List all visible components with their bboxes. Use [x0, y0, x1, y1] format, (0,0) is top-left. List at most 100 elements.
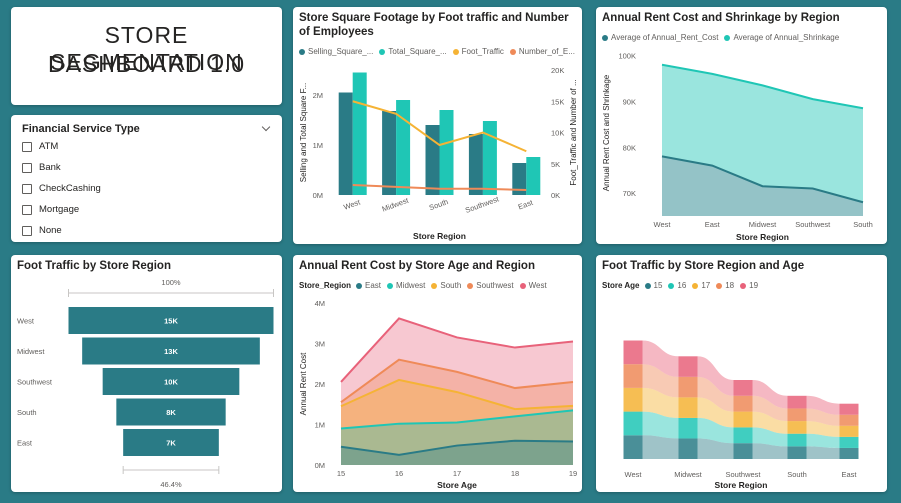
- funnel-card: Foot Traffic by Store Region 100% 15K West…: [11, 255, 282, 492]
- bar-total-sqft: [483, 121, 497, 195]
- x-tick-label: South: [428, 197, 450, 212]
- slicer-option-label: Mortgage: [39, 204, 79, 215]
- slicer-title: Financial Service Type: [22, 123, 140, 135]
- bar-selling-sqft: [339, 93, 353, 196]
- x-tick-label: 17: [453, 469, 461, 478]
- slicer-option-atm[interactable]: ATM: [22, 136, 282, 157]
- x-tick-label: East: [841, 470, 857, 479]
- y-tick-label: 3M: [315, 340, 325, 349]
- y-tick-label: 100K: [618, 52, 636, 61]
- ribbon-segment: [734, 380, 753, 396]
- slicer-option-checkcashing[interactable]: CheckCashing: [22, 178, 282, 199]
- age-region-card: Annual Rent Cost by Store Age and Region…: [293, 255, 582, 492]
- ribbon-segment: [624, 388, 643, 412]
- funnel-value-label: 15K: [164, 317, 178, 326]
- y2-tick-label: 0K: [551, 191, 560, 200]
- y2-tick-label: 15K: [551, 97, 564, 106]
- checkbox[interactable]: [22, 163, 32, 173]
- y2-tick-label: 5K: [551, 160, 560, 169]
- funnel-bottom-percent: 46.4%: [160, 480, 182, 489]
- ribbon-segment: [679, 418, 698, 439]
- ribbon-segment: [734, 427, 753, 443]
- funnel-top-percent: 100%: [161, 278, 181, 287]
- ribbon-chart: West Midwest Southwest South EastStore Regio…: [596, 255, 887, 492]
- funnel-category-label: Southwest: [17, 378, 53, 387]
- y-tick-label: 70K: [623, 189, 636, 198]
- x-tick-label: East: [705, 220, 721, 229]
- y-tick-label: 90K: [623, 97, 636, 106]
- x-tick-label: South: [853, 220, 873, 229]
- funnel-category-label: Midwest: [17, 347, 45, 356]
- ribbon-segment: [788, 408, 807, 421]
- checkbox[interactable]: [22, 184, 32, 194]
- slicer-option-mortgage[interactable]: Mortgage: [22, 199, 282, 220]
- funnel-category-label: South: [17, 408, 37, 417]
- ribbon-segment: [679, 356, 698, 377]
- ribbon-segment: [788, 434, 807, 447]
- funnel-value-label: 8K: [166, 408, 176, 417]
- ribbon-segment: [734, 443, 753, 459]
- x-tick-label: Southwest: [795, 220, 831, 229]
- x-tick-label: 18: [511, 469, 519, 478]
- ribbon-segment: [734, 412, 753, 428]
- y-tick-label: 2M: [315, 380, 325, 389]
- age-region-chart: 0M 1M 2M 3M 4M 15 16 17 18 19 Store Age Annual Rent…: [293, 255, 582, 492]
- x-tick-label: Midwest: [381, 195, 411, 213]
- slicer-option-none[interactable]: None: [22, 220, 282, 241]
- bar-selling-sqft: [469, 134, 483, 195]
- y-tick-label: 0M: [313, 191, 323, 200]
- title-card: STORE SEGMENTATION DASHBOARD 1.0: [11, 7, 282, 105]
- x-tick-label: East: [517, 198, 535, 212]
- slicer-options: ATM Bank CheckCashing Mortgage None: [11, 136, 282, 241]
- checkbox[interactable]: [22, 142, 32, 152]
- x-tick-label: Midwest: [674, 470, 702, 479]
- checkbox[interactable]: [22, 205, 32, 215]
- x-axis-title: Store Age: [437, 480, 477, 490]
- combo-chart: 0M1M2M0K5K10K15K20KWest Midwest South South…: [293, 7, 582, 244]
- funnel-chart: 100% 15K West 13K Midwest 10K Southwest 8K South…: [11, 255, 282, 492]
- x-tick-label: 15: [337, 469, 345, 478]
- y-axis-title: Selling and Total Square F...: [299, 83, 308, 182]
- x-tick-label: West: [654, 220, 672, 229]
- ribbon-segment: [624, 412, 643, 436]
- slicer-option-label: ATM: [39, 141, 58, 152]
- chevron-down-icon[interactable]: [262, 123, 270, 131]
- bar-total-sqft: [440, 110, 454, 195]
- combo-chart-card: Store Square Footage by Foot traffic and…: [293, 7, 582, 244]
- y-tick-label: 4M: [315, 299, 325, 308]
- y-tick-label: 0M: [315, 461, 325, 470]
- y-tick-label: 1M: [313, 141, 323, 150]
- y2-axis-title: Foot_Traffic and Number of ...: [569, 79, 578, 185]
- y-tick-label: 2M: [313, 91, 323, 100]
- x-tick-label: Southwest: [464, 194, 501, 215]
- bar-total-sqft: [353, 73, 367, 196]
- ribbon-segment: [840, 404, 859, 415]
- slicer-option-label: CheckCashing: [39, 183, 101, 194]
- funnel-category-label: West: [17, 317, 35, 326]
- ribbon-segment: [788, 396, 807, 409]
- slicer-option-label: None: [39, 225, 62, 236]
- checkbox[interactable]: [22, 226, 32, 236]
- slicer-option-bank[interactable]: Bank: [22, 157, 282, 178]
- funnel-value-label: 10K: [164, 378, 178, 387]
- dashboard-title-line2: DASHBOARD 1.0: [11, 51, 282, 78]
- y-axis-title: Annual Rent Cost: [299, 352, 308, 415]
- rent-shrinkage-card: Annual Rent Cost and Shrinkage by Region…: [596, 7, 887, 244]
- ribbon-segment: [679, 397, 698, 418]
- ribbon-band: [643, 435, 679, 459]
- funnel-value-label: 7K: [166, 439, 176, 448]
- ribbon-segment: [624, 341, 643, 365]
- x-axis-title: Store Region: [736, 232, 789, 242]
- ribbon-segment: [624, 364, 643, 388]
- ribbon-segment: [840, 437, 859, 448]
- x-tick-label: 19: [569, 469, 577, 478]
- ribbon-segment: [840, 426, 859, 437]
- ribbon-band: [807, 446, 840, 459]
- funnel-value-label: 13K: [164, 347, 178, 356]
- rent-shrinkage-chart: 70K80K90K100KWest East Midwest Southwest Sou…: [596, 7, 887, 244]
- ribbon-segment: [840, 448, 859, 459]
- funnel-category-label: East: [17, 439, 33, 448]
- ribbon-segment: [624, 435, 643, 459]
- financial-service-slicer: Financial Service Type ATM Bank CheckCas…: [11, 115, 282, 242]
- ribbon-segment: [788, 421, 807, 434]
